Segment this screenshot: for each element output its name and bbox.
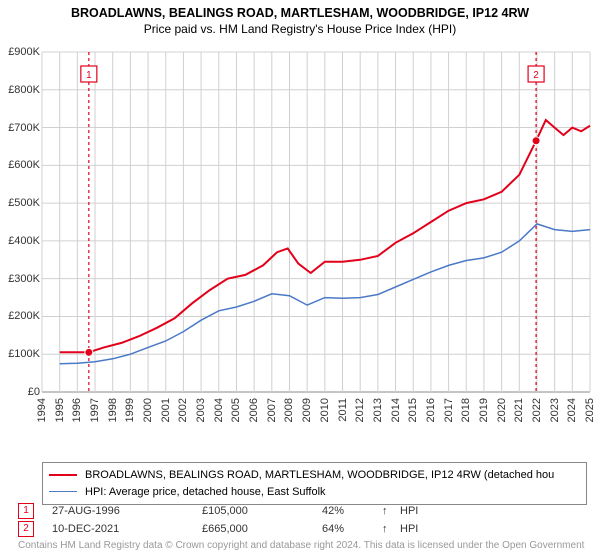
chart-container: BROADLAWNS, BEALINGS ROAD, MARTLESHAM, W… — [0, 0, 600, 560]
legend-label-hpi: HPI: Average price, detached house, East… — [85, 484, 326, 501]
annotation-pct: 64% — [322, 523, 382, 535]
footer-line-2: This data is licensed under the Open Gov… — [364, 540, 588, 551]
x-tick-label: 2008 — [283, 398, 295, 422]
y-tick-label: £700K — [0, 122, 40, 134]
y-tick-label: £400K — [0, 235, 40, 247]
annotation-row-1: 1 27-AUG-1996 £105,000 42% ↑ HPI — [18, 502, 440, 520]
x-tick-label: 1998 — [107, 398, 119, 422]
legend-swatch-property — [49, 474, 77, 476]
x-tick-label: 2009 — [301, 398, 313, 422]
x-tick-label: 2007 — [266, 398, 278, 422]
legend-label-property: BROADLAWNS, BEALINGS ROAD, MARTLESHAM, W… — [85, 467, 554, 484]
x-tick-label: 2014 — [390, 398, 402, 422]
footer: Contains HM Land Registry data © Crown c… — [18, 540, 588, 551]
y-tick-label: £0 — [0, 386, 40, 398]
x-tick-label: 2025 — [584, 398, 596, 422]
markers: 12 — [81, 52, 544, 392]
x-tick-label: 2010 — [319, 398, 331, 422]
x-tick-label: 2015 — [407, 398, 419, 422]
y-tick-label: £100K — [0, 348, 40, 360]
svg-text:2: 2 — [533, 70, 539, 81]
x-tick-label: 2016 — [425, 398, 437, 422]
x-tick-label: 1999 — [124, 398, 136, 422]
x-tick-label: 2019 — [478, 398, 490, 422]
title-sub: Price paid vs. HM Land Registry's House … — [0, 22, 600, 36]
annotation-cmp: HPI — [400, 505, 440, 517]
x-tick-label: 2004 — [213, 398, 225, 422]
annotation-row-2: 2 10-DEC-2021 £665,000 64% ↑ HPI — [18, 520, 440, 538]
y-tick-label: £500K — [0, 197, 40, 209]
x-tick-label: 1997 — [89, 398, 101, 422]
x-tick-label: 2001 — [160, 398, 172, 422]
x-tick-label: 1995 — [54, 398, 66, 422]
x-tick-label: 1994 — [36, 398, 48, 422]
annotation-marker-2: 2 — [18, 521, 34, 537]
x-tick-label: 2003 — [195, 398, 207, 422]
x-tick-label: 2023 — [549, 398, 561, 422]
x-tick-label: 2017 — [443, 398, 455, 422]
annotation-date: 10-DEC-2021 — [52, 523, 202, 535]
x-tick-label: 1996 — [71, 398, 83, 422]
y-tick-label: £800K — [0, 84, 40, 96]
annotation-date: 27-AUG-1996 — [52, 505, 202, 517]
y-tick-label: £900K — [0, 46, 40, 58]
x-tick-label: 2022 — [531, 398, 543, 422]
x-tick-label: 2002 — [177, 398, 189, 422]
title-block: BROADLAWNS, BEALINGS ROAD, MARTLESHAM, W… — [0, 0, 600, 36]
x-tick-label: 2011 — [337, 398, 349, 422]
annotation-price: £105,000 — [202, 505, 322, 517]
legend-item-hpi: HPI: Average price, detached house, East… — [49, 484, 580, 501]
x-tick-label: 2000 — [142, 398, 154, 422]
annotation-price: £665,000 — [202, 523, 322, 535]
marker-points — [85, 137, 540, 357]
legend: BROADLAWNS, BEALINGS ROAD, MARTLESHAM, W… — [42, 462, 587, 505]
x-tick-label: 2020 — [496, 398, 508, 422]
x-tick-label: 2024 — [566, 398, 578, 422]
x-tick-label: 2006 — [248, 398, 260, 422]
x-tick-label: 2021 — [513, 398, 525, 422]
legend-swatch-hpi — [49, 491, 77, 492]
footer-line-1: Contains HM Land Registry data © Crown c… — [18, 540, 361, 551]
legend-item-property: BROADLAWNS, BEALINGS ROAD, MARTLESHAM, W… — [49, 467, 580, 484]
up-arrow-icon: ↑ — [382, 523, 400, 535]
x-tick-label: 2005 — [230, 398, 242, 422]
annotation-table: 1 27-AUG-1996 £105,000 42% ↑ HPI 2 10-DE… — [18, 502, 440, 538]
y-tick-label: £300K — [0, 273, 40, 285]
annotation-cmp: HPI — [400, 523, 440, 535]
x-tick-label: 2013 — [372, 398, 384, 422]
svg-text:1: 1 — [86, 70, 92, 81]
annotation-marker-1: 1 — [18, 503, 34, 519]
y-tick-label: £200K — [0, 310, 40, 322]
y-tick-label: £600K — [0, 159, 40, 171]
x-tick-label: 2018 — [460, 398, 472, 422]
title-main: BROADLAWNS, BEALINGS ROAD, MARTLESHAM, W… — [0, 6, 600, 20]
annotation-pct: 42% — [322, 505, 382, 517]
chart-area: 12 — [42, 46, 590, 426]
x-tick-label: 2012 — [354, 398, 366, 422]
up-arrow-icon: ↑ — [382, 505, 400, 517]
chart-svg: 12 — [42, 46, 590, 426]
